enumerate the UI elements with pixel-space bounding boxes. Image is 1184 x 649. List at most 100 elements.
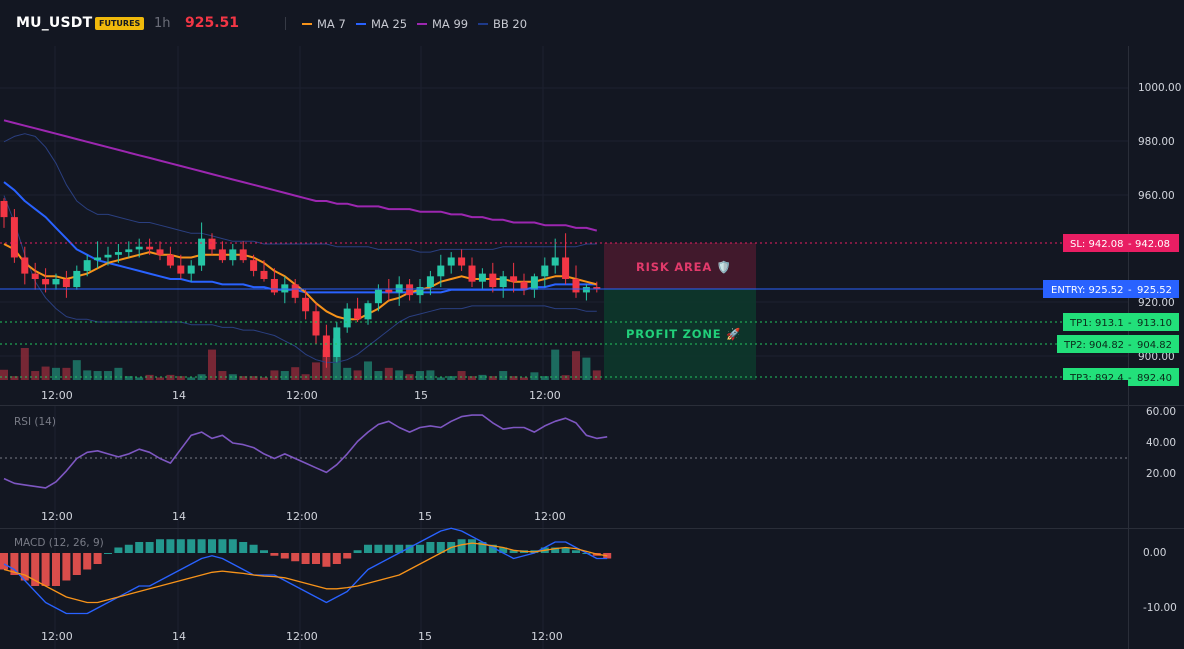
volume-bar [260,377,268,380]
macd-histogram-bar [52,553,60,586]
bb-swatch [478,22,488,25]
macd-title[interactable]: MACD (12, 26, 9) [14,537,104,549]
sl-tag[interactable] [1063,234,1179,252]
volume-bar [52,367,60,380]
time-label: 12:00 [286,510,318,523]
macd-histogram-bar [291,553,300,562]
volume-bar [468,376,476,380]
macd-histogram-bar [405,544,414,553]
volume-bar [582,357,591,380]
legend-bb[interactable]: BB 20 [478,17,527,31]
candle-body [416,287,424,296]
macd-histogram-bar [488,544,497,553]
candle-body [312,311,320,336]
time-label: 12:00 [41,630,73,643]
rsi-tick: 40.00 [1146,437,1176,449]
volume-bar [520,377,528,380]
candle-body [374,289,382,304]
legend-ma25[interactable]: MA 25 [356,17,407,31]
volume-bar [291,367,300,380]
candle-body [146,246,154,250]
macd-histogram-bar [249,544,258,553]
legend-ma99[interactable]: MA 99 [417,17,468,31]
volume-bar [509,376,518,380]
volume-bar [124,376,133,380]
entry-tag[interactable] [1043,280,1179,298]
time-label: 14 [172,630,186,643]
macd-histogram-bar [270,553,279,556]
macd-histogram-bar [10,553,19,575]
volume-bar [83,370,92,380]
volume-bar [416,371,424,380]
volume-bar [270,370,279,380]
time-label: 15 [414,389,428,402]
macd-histogram-bar [135,542,144,553]
candle-body [551,257,559,266]
rsi-title[interactable]: RSI (14) [14,416,56,428]
rsi-tick: 60.00 [1146,406,1176,418]
macd-histogram-bar [280,553,289,559]
macd-histogram-bar [322,553,331,567]
volume-bar [561,375,570,380]
candle-body [135,246,143,250]
sl-price: 942.08 [1135,239,1170,250]
macd-histogram-bar [31,553,40,586]
tp1-tag[interactable] [1063,313,1179,331]
macd-histogram-bar [239,542,248,553]
macd-histogram-bar [93,553,102,564]
candle-body [510,276,518,282]
candle-body [364,303,372,320]
volume-bar [374,371,383,380]
macd-histogram-bar [457,539,466,553]
candle-body [21,257,29,274]
tp1-price: 913.10 [1137,318,1172,329]
volume-bar [353,370,362,380]
symbol-name[interactable]: MU_USDT [16,15,93,31]
volume-bar [218,371,227,380]
macd-histogram-bar [353,550,362,553]
time-label: 12:00 [286,389,318,402]
tp3-tag-label: TP3: 892.4 [1069,373,1124,384]
volume-bar [72,360,81,380]
candlesticks[interactable] [0,198,601,368]
time-label: 12:00 [531,630,563,643]
candle-body [343,308,351,328]
legend-ma7[interactable]: MA 7 [302,17,346,31]
candle-body [562,257,570,279]
tp1-tag-label: TP1: 913.1 [1069,318,1124,329]
tp2-tag[interactable] [1057,335,1179,353]
candle-body [198,238,206,266]
ma25-swatch [356,22,366,25]
tp3-dash: - [1128,373,1132,384]
candle-body [426,276,434,288]
volume-bar [447,376,456,380]
volume-bar [176,376,185,380]
macd-histogram-bar [176,539,185,553]
candle-body [250,260,258,271]
candle-body [10,217,18,258]
candle-body [530,276,538,290]
volume-bar [114,367,123,380]
price-tick: 900.00 [1138,351,1175,363]
volume-bar [312,362,320,380]
time-label: 12:00 [286,630,318,643]
candle-body [437,265,445,277]
volume-bar [405,374,414,380]
volume-bar [93,371,102,380]
macd-histogram-bar [166,539,175,553]
timeframe-label[interactable]: 1h [154,16,171,31]
macd-line [3,527,608,615]
volume-bar [395,370,404,380]
candle-body [104,254,112,258]
ma99-swatch [417,22,427,25]
macd-histogram-bar [343,553,352,559]
candle-body [42,278,50,285]
ma99-line [3,119,598,232]
tp2-tag-label: TP2: 904.82 [1063,340,1124,351]
candle-body [73,270,81,288]
macd-histogram-bar [561,547,570,553]
macd-tick: -10.00 [1143,602,1177,614]
macd-histogram-bar [187,539,196,553]
candle-body [281,284,289,293]
